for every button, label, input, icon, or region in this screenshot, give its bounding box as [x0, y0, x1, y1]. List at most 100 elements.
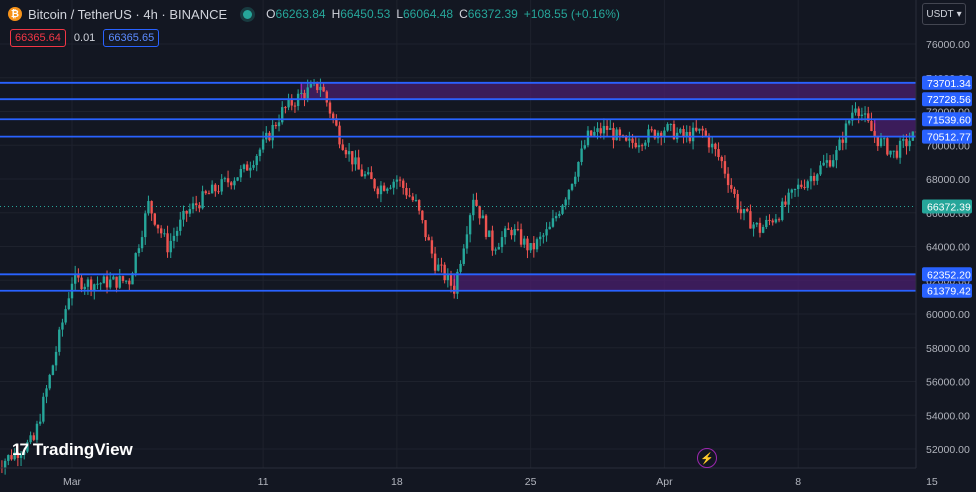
- candle-body: [382, 185, 386, 191]
- candle-body: [835, 150, 838, 161]
- y-tick-label: 58000.00: [926, 343, 970, 355]
- candle: [386, 187, 389, 194]
- candle: [777, 217, 781, 223]
- bitcoin-icon: ₿: [8, 7, 22, 21]
- candle: [726, 167, 730, 193]
- candle-body: [19, 454, 23, 458]
- candle: [685, 125, 688, 143]
- candle: [328, 100, 332, 118]
- candle-body: [870, 120, 873, 132]
- candle: [698, 128, 701, 134]
- candle: [710, 137, 714, 154]
- candle: [761, 224, 765, 234]
- candle-body: [873, 131, 876, 138]
- chevron-down-icon: ▾: [956, 8, 962, 20]
- candle-body: [879, 138, 883, 147]
- candle: [564, 197, 567, 210]
- ohlc-low-key: L: [396, 7, 403, 21]
- candle-body: [656, 132, 660, 139]
- candle-body: [609, 128, 612, 130]
- candle-body: [443, 264, 446, 281]
- candle: [121, 275, 125, 284]
- candle-body: [26, 442, 29, 452]
- candle: [417, 199, 421, 215]
- candle: [363, 171, 367, 179]
- candle: [580, 140, 583, 166]
- tradingview-logo[interactable]: 17 TradingView: [12, 440, 133, 460]
- candle-body: [252, 165, 255, 168]
- candle-body: [217, 191, 220, 193]
- candle-body: [714, 143, 717, 150]
- candle-body: [574, 176, 577, 184]
- candle-body: [726, 173, 730, 186]
- ohlc-readout: O66263.84 H66450.53 L66064.48 C66372.39 …: [266, 7, 620, 21]
- candle: [150, 200, 153, 221]
- candle-body: [535, 239, 539, 250]
- candle-body: [67, 298, 71, 310]
- lightning-icon[interactable]: ⚡: [697, 448, 717, 468]
- candle-body: [484, 215, 488, 237]
- candle: [351, 151, 354, 172]
- candle: [819, 161, 822, 176]
- ohlc-open-value: 66263.84: [275, 7, 326, 21]
- candle-body: [23, 451, 26, 455]
- candle-body: [363, 174, 367, 177]
- sell-price-button[interactable]: 66365.64: [10, 29, 66, 47]
- symbol-title[interactable]: Bitcoin / TetherUS · 4h · BINANCE: [28, 6, 228, 22]
- y-tick-label: 64000.00: [926, 242, 970, 254]
- candle-body: [532, 243, 536, 250]
- candle-body: [765, 219, 768, 227]
- candle-body: [882, 138, 886, 140]
- candle-body: [99, 283, 102, 285]
- candle: [67, 292, 71, 311]
- candle: [408, 188, 411, 198]
- currency-select[interactable]: USDT ▾: [922, 3, 966, 25]
- candle-body: [695, 127, 698, 131]
- buy-price-button[interactable]: 66365.65: [103, 29, 160, 47]
- candle: [99, 282, 102, 291]
- candle: [290, 94, 293, 111]
- candle: [453, 279, 456, 299]
- candle-body: [682, 129, 685, 137]
- candle-body: [475, 199, 478, 206]
- candle-body: [717, 149, 720, 157]
- candle-body: [462, 248, 465, 264]
- candle: [153, 212, 157, 227]
- candle: [669, 123, 672, 132]
- candle-body: [32, 435, 35, 440]
- candle: [758, 217, 762, 238]
- candle-body: [570, 183, 574, 190]
- candle-body: [456, 271, 459, 294]
- candle: [335, 114, 338, 127]
- candle-body: [752, 224, 755, 229]
- candle-body: [77, 273, 80, 278]
- candle-body: [185, 210, 188, 214]
- candle-body: [421, 210, 424, 221]
- candle: [45, 384, 48, 404]
- candle-body: [634, 142, 637, 148]
- candle: [347, 142, 351, 162]
- candle-body: [774, 219, 778, 223]
- x-tick-label: Apr: [656, 476, 673, 488]
- candle-body: [322, 86, 325, 92]
- candle: [784, 195, 787, 207]
- candle-body: [128, 280, 131, 285]
- candle: [207, 190, 211, 195]
- candle-body: [863, 113, 867, 115]
- candle: [472, 193, 475, 221]
- candle: [589, 130, 593, 137]
- candle-body: [7, 455, 10, 461]
- candle-body: [204, 191, 207, 194]
- ohlc-close-key: C: [459, 7, 468, 21]
- candle-body: [660, 132, 663, 138]
- candle-body: [768, 219, 771, 221]
- candle: [233, 177, 236, 190]
- candle-body: [832, 160, 835, 167]
- candle-body: [338, 125, 341, 145]
- candle-body: [182, 210, 185, 220]
- candle-body: [102, 276, 106, 284]
- candle: [89, 276, 93, 297]
- candle: [341, 139, 344, 151]
